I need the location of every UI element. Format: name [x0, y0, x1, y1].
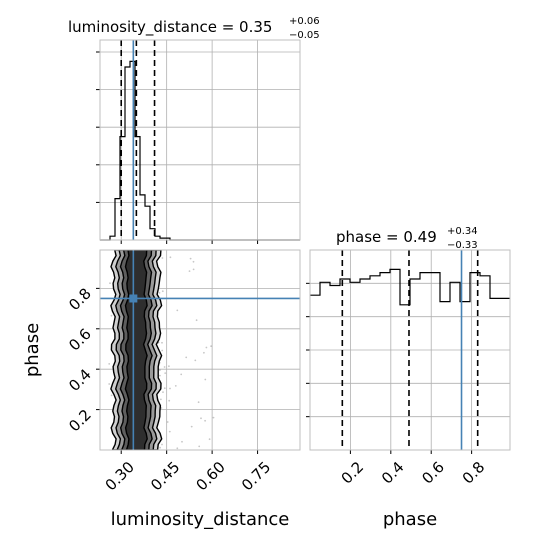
sample-point [208, 438, 211, 441]
sample-point [169, 256, 172, 259]
sample-point [200, 417, 202, 420]
title-luminosity-distance: luminosity_distance = 0.35 [68, 18, 272, 37]
sample-point [168, 365, 170, 368]
sample-point [188, 270, 191, 272]
sample-point [204, 419, 207, 422]
x-axis-label-phase: phase [383, 509, 437, 530]
sample-point [176, 309, 179, 312]
joint-panel-distance-phase [96, 249, 301, 454]
sample-point [160, 398, 162, 401]
x-tick-label: 0.2 [338, 458, 368, 488]
y-axis-label-phase: phase [22, 323, 43, 377]
hist-panel-luminosity-distance [96, 39, 301, 244]
sample-point [163, 387, 166, 390]
sample-point [210, 345, 213, 347]
sample-point [185, 356, 188, 359]
sample-point [181, 440, 183, 443]
sample-point [159, 446, 162, 449]
sample-point [108, 383, 111, 385]
sample-point [204, 378, 207, 381]
x-tick-labels-phase: 0.2 0.4 0.6 0.8 [338, 458, 489, 488]
y-tick-labels-phase: 0.2 0.4 0.6 0.8 [65, 285, 95, 436]
sample-point [159, 369, 161, 371]
x-axis-label-luminosity-distance: luminosity_distance [111, 509, 290, 530]
sample-point [110, 314, 113, 317]
title-phase: phase = 0.49 [336, 228, 437, 246]
y-tick-label: 0.8 [65, 285, 95, 315]
sample-point [108, 363, 111, 365]
sample-point [194, 359, 197, 362]
title-phase-plus: +0.34 [447, 226, 478, 237]
x-tick-label: 0.60 [193, 458, 229, 494]
sample-point [161, 341, 163, 344]
x-tick-label: 0.8 [459, 458, 489, 488]
sample-point [164, 372, 167, 374]
panel-frame [99, 39, 301, 241]
x-tick-label: 0.75 [238, 458, 274, 494]
sample-point [174, 385, 177, 387]
x-tick-labels-luminosity-distance: 0.30 0.45 0.60 0.75 [102, 458, 275, 494]
sample-point [168, 399, 171, 402]
sample-point [163, 366, 166, 368]
y-tick-label: 0.6 [65, 325, 95, 355]
y-tick-label: 0.2 [65, 406, 95, 436]
histogram-step-line [100, 60, 300, 241]
sample-point [192, 268, 195, 271]
density-layer [108, 250, 215, 450]
hist-panel-phase [306, 249, 511, 454]
sample-point [162, 391, 164, 393]
sample-point [192, 260, 195, 263]
x-tick-label: 0.30 [102, 458, 138, 494]
title-phase-minus: −0.33 [447, 240, 478, 251]
sample-point [109, 282, 111, 285]
x-tick-label: 0.45 [147, 458, 183, 494]
x-tick-label: 0.6 [418, 458, 448, 488]
sample-point [160, 407, 163, 409]
sample-point [110, 394, 113, 397]
sample-point [161, 443, 163, 446]
sample-point [159, 374, 161, 377]
sample-point [190, 425, 193, 428]
title-luminosity-distance-minus: −0.05 [289, 30, 320, 41]
sample-point [195, 319, 198, 322]
density-contour [124, 250, 148, 450]
sample-point [166, 421, 169, 423]
sample-point [176, 447, 179, 450]
sample-point [180, 373, 183, 376]
histogram-step-line [310, 268, 510, 306]
panel-frame [309, 249, 511, 451]
sample-point [203, 351, 205, 354]
sample-point [212, 416, 215, 419]
sample-point [161, 349, 164, 352]
x-tick-label: 0.4 [378, 458, 408, 488]
title-luminosity-distance-plus: +0.06 [289, 16, 320, 27]
sample-point [168, 430, 171, 433]
sample-point [189, 257, 192, 260]
sample-point [161, 290, 164, 293]
sample-point [169, 387, 171, 390]
sample-point [161, 257, 164, 259]
sample-point [198, 445, 201, 448]
sample-point [158, 292, 161, 294]
panel-frame [99, 249, 301, 451]
truth-marker [129, 294, 138, 303]
y-tick-label: 0.4 [65, 365, 95, 395]
sample-point [197, 401, 200, 404]
sample-point [205, 346, 208, 349]
